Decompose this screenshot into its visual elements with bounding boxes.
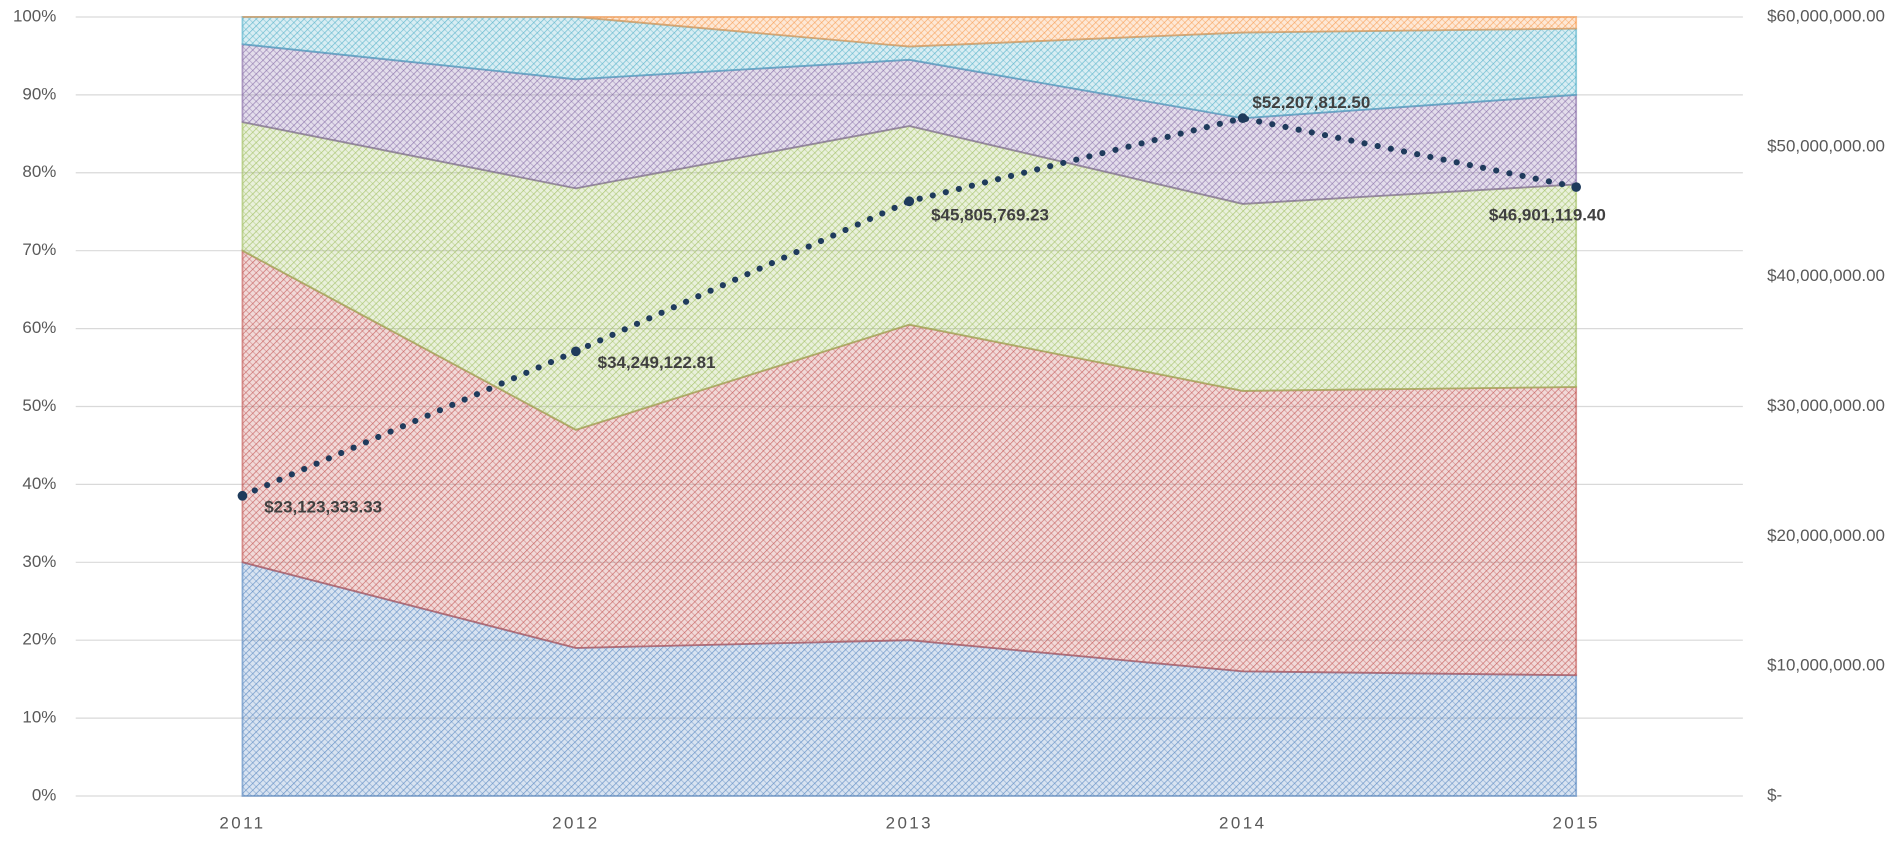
y2-tick-label: $50,000,000.00 xyxy=(1767,136,1885,155)
y-tick-label: 60% xyxy=(22,318,56,337)
data-label: $46,901,119.40 xyxy=(1489,206,1606,225)
y-tick-label: 0% xyxy=(32,786,57,805)
y-tick-label: 100% xyxy=(13,6,56,25)
y-tick-label: 30% xyxy=(22,552,56,571)
data-label: $34,249,122.81 xyxy=(598,353,716,372)
y-tick-label: 70% xyxy=(22,240,56,259)
line-point xyxy=(237,490,248,501)
y2-tick-label: $60,000,000.00 xyxy=(1767,6,1885,25)
x-tick-label: 2013 xyxy=(886,813,933,832)
area-segment xyxy=(242,16,1578,48)
x-tick-label: 2011 xyxy=(219,813,265,832)
y2-tick-label: $40,000,000.00 xyxy=(1767,266,1885,285)
y2-tick-label: $- xyxy=(1767,786,1782,805)
y-tick-label: 20% xyxy=(22,630,56,649)
data-label: $45,805,769.23 xyxy=(931,205,1049,224)
line-point xyxy=(904,196,915,207)
line-point xyxy=(1571,182,1582,192)
y2-tick-label: $20,000,000.00 xyxy=(1767,526,1885,545)
y-tick-label: 10% xyxy=(22,708,56,727)
y-tick-label: 40% xyxy=(22,474,56,493)
y2-tick-label: $30,000,000.00 xyxy=(1767,396,1885,415)
y-tick-label: 50% xyxy=(22,396,56,415)
data-label: $23,123,333.33 xyxy=(264,497,382,516)
x-tick-label: 2015 xyxy=(1552,813,1599,832)
x-tick-label: 2014 xyxy=(1219,813,1266,832)
line-point xyxy=(571,346,581,357)
line-point xyxy=(1237,113,1248,123)
data-label: $52,207,812.50 xyxy=(1252,93,1370,112)
x-tick-label: 2012 xyxy=(552,813,599,832)
y-tick-label: 80% xyxy=(22,162,56,181)
y2-tick-label: $10,000,000.00 xyxy=(1767,656,1885,675)
y-tick-label: 90% xyxy=(22,84,56,103)
